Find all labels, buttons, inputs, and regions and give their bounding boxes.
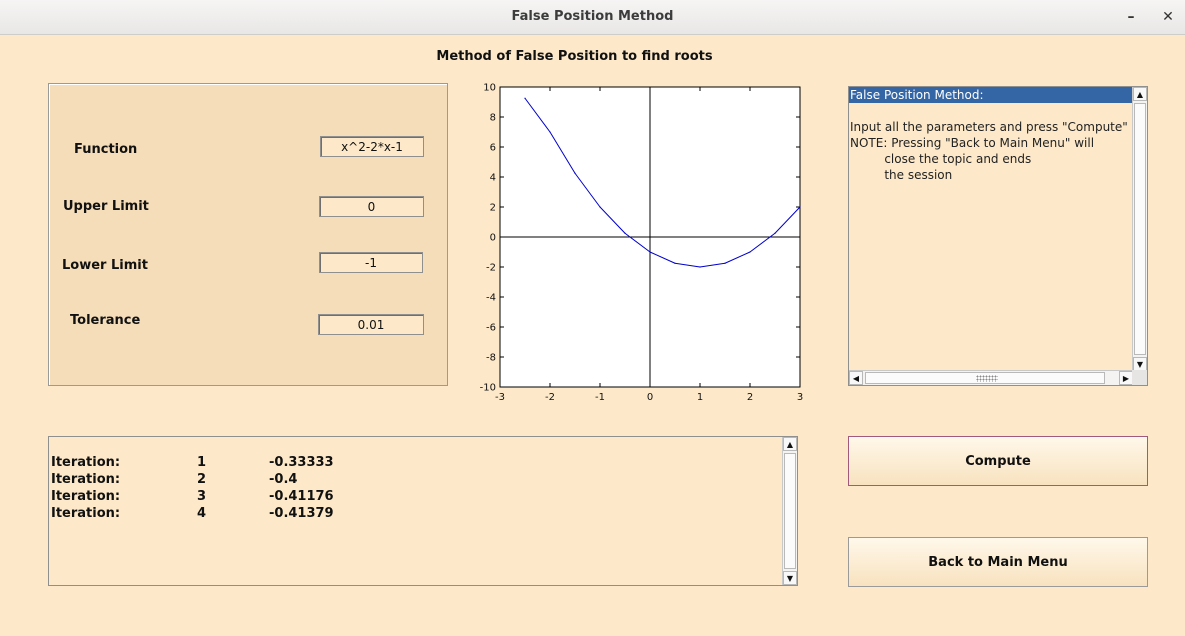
upper-limit-input[interactable] bbox=[319, 196, 424, 217]
data-point bbox=[599, 206, 601, 208]
scroll-left-icon[interactable]: ◀ bbox=[849, 371, 863, 385]
info-list: False Position Method: Input all the para… bbox=[849, 87, 1133, 371]
y-tick-label: -6 bbox=[486, 323, 496, 334]
list-item[interactable]: the session bbox=[850, 168, 953, 182]
iteration-number: 1 bbox=[197, 455, 207, 470]
data-point bbox=[799, 206, 801, 208]
lower-limit-label: Lower Limit bbox=[62, 258, 148, 273]
list-item[interactable]: Input all the parameters and press "Comp… bbox=[850, 120, 1128, 134]
x-tick-label: 0 bbox=[647, 392, 653, 403]
data-point bbox=[724, 262, 726, 264]
y-tick-label: -2 bbox=[486, 263, 496, 274]
iteration-value: -0.33333 bbox=[269, 455, 334, 470]
tolerance-label: Tolerance bbox=[70, 313, 141, 328]
grip-icon bbox=[976, 375, 998, 382]
y-tick-label: -10 bbox=[480, 383, 496, 394]
x-tick-label: 1 bbox=[697, 392, 703, 403]
iteration-number: 3 bbox=[197, 489, 207, 504]
iteration-number: 2 bbox=[197, 472, 207, 487]
minimize-button[interactable]: – bbox=[1127, 9, 1135, 25]
y-tick-label: 4 bbox=[490, 173, 496, 184]
list-item[interactable]: close the topic and ends bbox=[850, 152, 1032, 166]
info-horizontal-scrollbar[interactable]: ◀ ▶ bbox=[849, 370, 1133, 385]
info-vertical-scrollbar[interactable]: ▲ ▼ bbox=[1132, 87, 1147, 371]
data-point bbox=[674, 262, 676, 264]
iteration-label: Iteration: bbox=[51, 506, 121, 521]
iteration-value: -0.41379 bbox=[269, 506, 334, 521]
window-title: False Position Method bbox=[511, 9, 674, 24]
data-point bbox=[774, 232, 776, 234]
data-point bbox=[649, 251, 651, 253]
scroll-thumb[interactable] bbox=[784, 453, 796, 569]
compute-button[interactable]: Compute bbox=[848, 436, 1148, 486]
iteration-label: Iteration: bbox=[51, 489, 121, 504]
data-point bbox=[749, 251, 751, 253]
y-tick-label: 8 bbox=[490, 113, 496, 124]
parameter-panel: Function Upper Limit Lower Limit Toleran… bbox=[48, 83, 448, 386]
y-tick-label: 6 bbox=[490, 143, 496, 154]
title-bar: False Position Method – ✕ bbox=[0, 0, 1185, 35]
scroll-up-icon[interactable]: ▲ bbox=[783, 437, 797, 451]
function-input[interactable] bbox=[320, 136, 424, 157]
y-tick-label: 2 bbox=[490, 203, 496, 214]
x-tick-label: 2 bbox=[747, 392, 753, 403]
scroll-thumb[interactable] bbox=[1134, 103, 1146, 355]
data-point bbox=[574, 172, 576, 174]
data-point bbox=[624, 232, 626, 234]
lower-limit-input[interactable] bbox=[319, 252, 423, 273]
results-listbox[interactable]: Iteration: 1 -0.33333 Iteration: 2 -0.4 Iterat… bbox=[48, 436, 798, 586]
tolerance-input[interactable] bbox=[318, 314, 424, 335]
y-tick-label: 0 bbox=[490, 233, 496, 244]
data-point bbox=[524, 97, 526, 99]
results-vertical-scrollbar[interactable]: ▲ ▼ bbox=[782, 437, 797, 585]
x-tick-label: -3 bbox=[495, 392, 505, 403]
data-point bbox=[549, 131, 551, 133]
scroll-right-icon[interactable]: ▶ bbox=[1119, 371, 1133, 385]
list-item[interactable]: False Position Method: bbox=[849, 87, 1133, 103]
scroll-up-icon[interactable]: ▲ bbox=[1133, 87, 1147, 101]
x-tick-label: -1 bbox=[595, 392, 605, 403]
scroll-thumb[interactable] bbox=[865, 372, 1105, 384]
scroll-down-icon[interactable]: ▼ bbox=[783, 571, 797, 585]
page-heading: Method of False Position to find roots bbox=[436, 49, 713, 64]
iteration-label: Iteration: bbox=[51, 455, 121, 470]
iteration-number: 4 bbox=[197, 506, 207, 521]
scroll-corner bbox=[1132, 370, 1147, 385]
list-item[interactable] bbox=[849, 103, 1133, 119]
upper-limit-label: Upper Limit bbox=[63, 199, 149, 214]
x-tick-label: -2 bbox=[545, 392, 555, 403]
function-label: Function bbox=[74, 142, 138, 157]
x-tick-label: 3 bbox=[797, 392, 803, 403]
iteration-value: -0.41176 bbox=[269, 489, 334, 504]
close-button[interactable]: ✕ bbox=[1162, 9, 1174, 25]
info-listbox[interactable]: False Position Method: Input all the para… bbox=[848, 86, 1148, 386]
iteration-value: -0.4 bbox=[269, 472, 298, 487]
y-tick-label: -8 bbox=[486, 353, 496, 364]
scroll-down-icon[interactable]: ▼ bbox=[1133, 357, 1147, 371]
back-to-main-menu-button[interactable]: Back to Main Menu bbox=[848, 537, 1148, 587]
data-point bbox=[699, 266, 701, 268]
y-tick-label: 10 bbox=[483, 83, 496, 94]
list-item[interactable]: NOTE: Pressing "Back to Main Menu" will bbox=[850, 136, 1095, 150]
y-tick-label: -4 bbox=[486, 293, 496, 304]
iteration-label: Iteration: bbox=[51, 472, 121, 487]
series-line bbox=[524, 97, 801, 268]
